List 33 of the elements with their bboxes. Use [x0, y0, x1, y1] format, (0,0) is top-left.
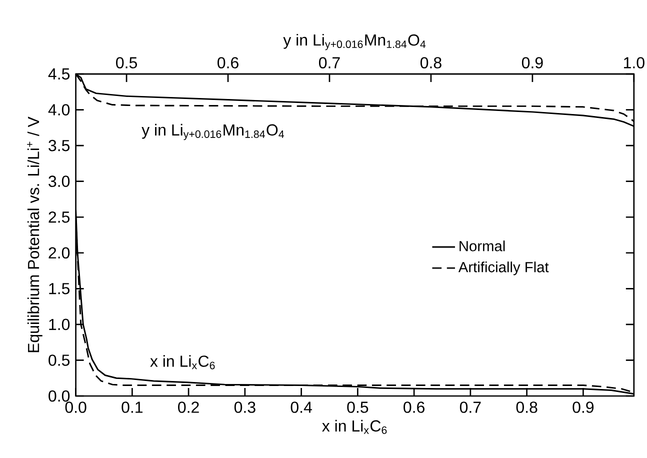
- x2-tick-label: 0.7: [319, 57, 340, 68]
- x-tick-label: 0.3: [234, 402, 256, 413]
- y-tick-label: 3.0: [48, 176, 70, 187]
- x-tick-label: 0.4: [290, 402, 312, 413]
- x-tick-label: 0.2: [178, 402, 199, 413]
- y-tick-label: 1.5: [49, 283, 70, 294]
- x-tick-label: 0.6: [404, 402, 424, 413]
- x2-tick-label: 0.9: [522, 57, 543, 68]
- legend-label: Normal: [460, 240, 505, 252]
- x-tick-label: 0.5: [347, 402, 368, 413]
- x-tick-label: 0.1: [122, 402, 143, 413]
- y-tick-label: 4.0: [48, 104, 70, 116]
- x2-tick-label: 0.8: [420, 57, 442, 68]
- y-tick-label: 0.0: [48, 390, 70, 402]
- y-tick-label: 0.5: [48, 354, 70, 366]
- x2-axis-title: y in Li$_{y+0.016}$Mn$_{1.84}$O$_{4}$: [283, 34, 426, 50]
- x-axis-title: x in Li$_{x}$C$_{6}$: [322, 420, 387, 434]
- y-tick-label: 2.0: [48, 247, 70, 259]
- x-tick-label: 0.0: [65, 402, 86, 413]
- x2-tick-label: 0.6: [218, 57, 238, 68]
- y-tick-label: 4.5: [48, 68, 70, 80]
- annotation: y in Li$_{y+0.016}$Mn$_{1.84}$O$_{4}$: [142, 124, 284, 140]
- y-tick-label: 1.0: [49, 318, 70, 330]
- x2-tick-label: 0.5: [116, 57, 137, 68]
- x2-tick-label: 1.0: [624, 57, 644, 68]
- x-tick-label: 0.8: [516, 402, 538, 413]
- x-tick-label: 0.9: [572, 402, 594, 413]
- y-tick-label: 2.5: [48, 211, 70, 223]
- y-tick-label: 3.5: [48, 140, 70, 152]
- y-axis-title: Equilibrium Potential vs. Li/Li$^{+}$ / V: [27, 116, 42, 352]
- legend-label: Artificially Flat: [458, 262, 549, 276]
- x-tick-label: 0.7: [460, 402, 481, 413]
- annotation: x in Li$_{x}$C$_{6}$: [150, 355, 215, 370]
